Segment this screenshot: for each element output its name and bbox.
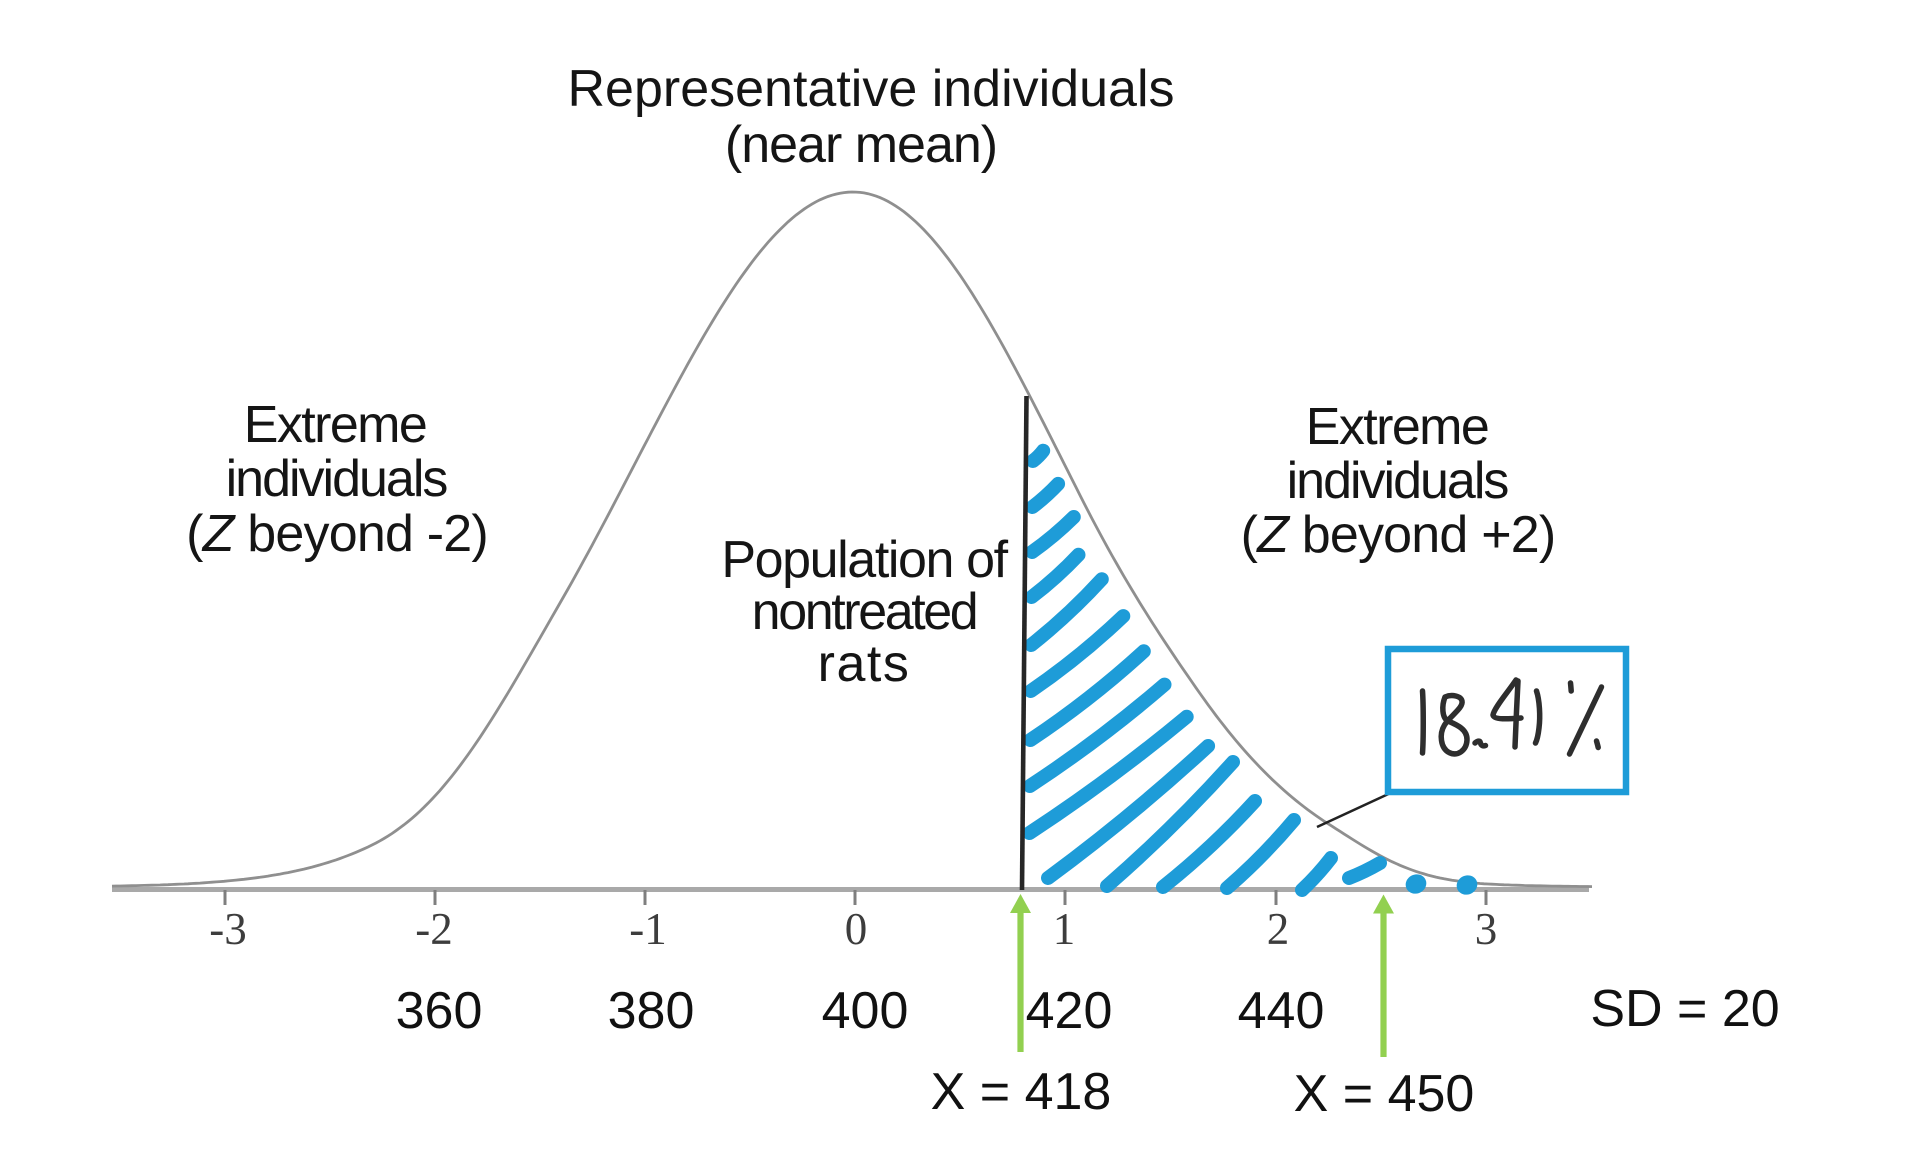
svg-text:X = 450: X = 450 — [1294, 1065, 1475, 1123]
svg-text:SD = 20: SD = 20 — [1590, 980, 1779, 1038]
svg-text:440: 440 — [1238, 982, 1325, 1040]
svg-text:-2: -2 — [415, 904, 453, 954]
svg-text:X = 418: X = 418 — [931, 1063, 1112, 1121]
svg-text:Extreme: Extreme — [244, 396, 426, 454]
svg-text:Representative individuals: Representative individuals — [567, 60, 1174, 118]
svg-text:420: 420 — [1026, 982, 1113, 1040]
svg-text:nontreated: nontreated — [752, 583, 977, 641]
svg-text:(Z beyond -2): (Z beyond -2) — [186, 505, 488, 563]
svg-text:360: 360 — [396, 982, 483, 1040]
svg-text:3: 3 — [1475, 904, 1498, 954]
svg-text:2: 2 — [1267, 904, 1290, 954]
svg-text:-3: -3 — [209, 904, 247, 954]
svg-text:rats: rats — [818, 635, 911, 693]
svg-text:Extreme: Extreme — [1306, 398, 1488, 456]
svg-text:Population of: Population of — [721, 531, 1008, 589]
svg-text:0: 0 — [845, 904, 868, 954]
svg-text:(near mean): (near mean) — [725, 116, 997, 174]
svg-text:individuals: individuals — [226, 450, 448, 508]
svg-text:individuals: individuals — [1287, 452, 1509, 510]
svg-text:400: 400 — [822, 982, 909, 1040]
svg-text:1: 1 — [1053, 904, 1076, 954]
svg-text:-1: -1 — [629, 904, 667, 954]
svg-text:380: 380 — [608, 982, 695, 1040]
svg-text:(Z beyond +2): (Z beyond +2) — [1241, 506, 1556, 564]
